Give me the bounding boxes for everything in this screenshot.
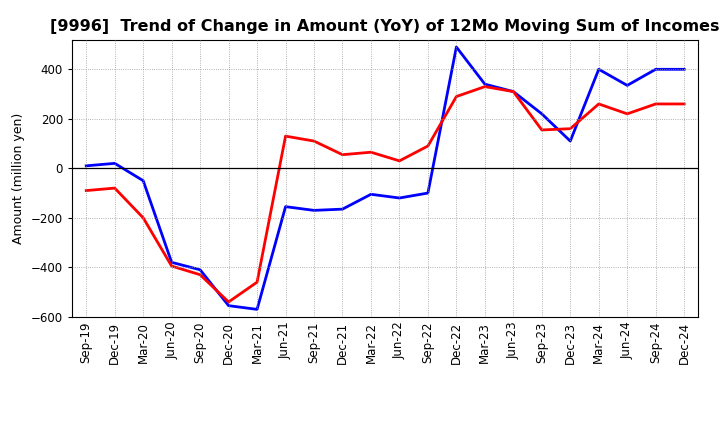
Net Income [282,133,290,139]
Ordinary Income [537,111,546,117]
Net Income [225,299,233,304]
Ordinary Income [452,44,461,50]
Ordinary Income [423,191,432,196]
Ordinary Income [82,163,91,169]
Y-axis label: Amount (million yen): Amount (million yen) [12,113,25,244]
Net Income [310,139,318,144]
Line: Ordinary Income: Ordinary Income [86,47,684,309]
Net Income [366,150,375,155]
Title: [9996]  Trend of Change in Amount (YoY) of 12Mo Moving Sum of Incomes: [9996] Trend of Change in Amount (YoY) o… [50,19,720,34]
Ordinary Income [110,161,119,166]
Net Income [196,272,204,277]
Ordinary Income [253,307,261,312]
Ordinary Income [196,267,204,272]
Net Income [82,188,91,193]
Ordinary Income [282,204,290,209]
Net Income [566,126,575,131]
Net Income [652,101,660,106]
Ordinary Income [225,303,233,308]
Net Income [253,279,261,285]
Ordinary Income [680,66,688,72]
Net Income [480,84,489,89]
Ordinary Income [139,178,148,183]
Net Income [623,111,631,117]
Ordinary Income [167,260,176,265]
Net Income [423,143,432,149]
Net Income [139,215,148,220]
Line: Net Income: Net Income [86,87,684,302]
Ordinary Income [366,192,375,197]
Ordinary Income [480,81,489,87]
Net Income [110,186,119,191]
Ordinary Income [566,139,575,144]
Net Income [395,158,404,164]
Ordinary Income [652,66,660,72]
Net Income [537,127,546,132]
Net Income [509,89,518,94]
Ordinary Income [338,206,347,212]
Net Income [595,101,603,106]
Ordinary Income [623,83,631,88]
Net Income [680,101,688,106]
Net Income [167,264,176,269]
Net Income [452,94,461,99]
Ordinary Income [395,195,404,201]
Ordinary Income [595,66,603,72]
Ordinary Income [310,208,318,213]
Net Income [338,152,347,158]
Ordinary Income [509,89,518,94]
